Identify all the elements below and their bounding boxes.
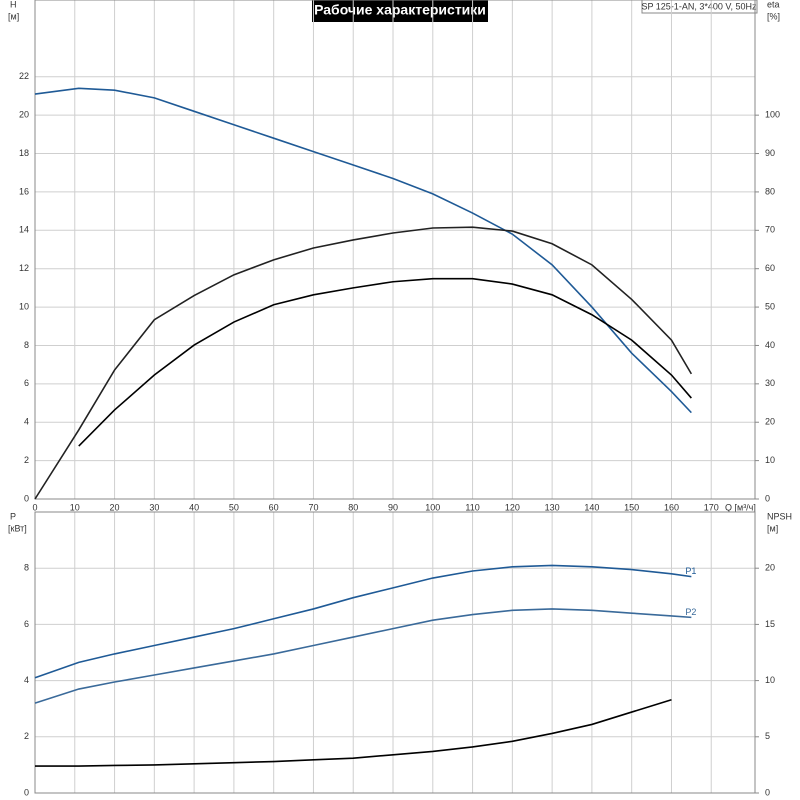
y2-tick-label: 100 bbox=[765, 110, 780, 120]
x-tick-label: 170 bbox=[704, 502, 719, 512]
y2-tick-label: 50 bbox=[765, 301, 775, 311]
y-tick-label: 14 bbox=[19, 225, 29, 235]
x-tick-label: 50 bbox=[229, 502, 239, 512]
plot-frame bbox=[34, 511, 756, 794]
y-tick-label: 0 bbox=[24, 493, 29, 503]
y2-tick-label: 5 bbox=[765, 731, 770, 741]
x-tick-label: 80 bbox=[348, 502, 358, 512]
y-tick-label: 12 bbox=[19, 263, 29, 273]
y2-tick-label: 70 bbox=[765, 225, 775, 235]
title-box bbox=[312, 0, 488, 22]
y-unit: [кВт] bbox=[8, 523, 27, 533]
y-tick-label: 2 bbox=[24, 731, 29, 741]
x-label: Q [м³/ч] bbox=[725, 502, 756, 512]
series-line bbox=[78, 277, 692, 447]
x-tick-label: 150 bbox=[624, 502, 639, 512]
x-tick-label: 10 bbox=[70, 502, 80, 512]
y2-tick-label: 20 bbox=[765, 417, 775, 427]
plot-frame bbox=[34, 0, 756, 500]
x-tick-label: 60 bbox=[269, 502, 279, 512]
series-label: P1 bbox=[685, 566, 696, 576]
x-tick-label: 120 bbox=[505, 502, 520, 512]
y2-tick-label: 20 bbox=[765, 563, 775, 573]
chart-title: Рабочие характеристики bbox=[314, 2, 486, 18]
series-line bbox=[34, 87, 692, 414]
x-tick-label: 70 bbox=[308, 502, 318, 512]
x-tick-label: 100 bbox=[425, 502, 440, 512]
y-tick-label: 4 bbox=[24, 675, 29, 685]
x-tick-label: 90 bbox=[388, 502, 398, 512]
y2-label: NPSH bbox=[767, 511, 792, 521]
series-line bbox=[35, 698, 672, 767]
series-line bbox=[34, 226, 693, 500]
y-tick-label: 6 bbox=[24, 378, 29, 388]
y-tick-label: 8 bbox=[24, 340, 29, 350]
x-tick-label: 30 bbox=[149, 502, 159, 512]
y-tick-label: 16 bbox=[19, 186, 29, 196]
y-tick-label: 2 bbox=[24, 455, 29, 465]
y-unit: [м] bbox=[8, 11, 19, 21]
x-tick-label: 20 bbox=[110, 502, 120, 512]
y2-tick-label: 15 bbox=[765, 619, 775, 629]
series-label: P2 bbox=[685, 607, 696, 617]
y2-label: eta bbox=[767, 0, 780, 9]
y2-tick-label: 30 bbox=[765, 378, 775, 388]
y-tick-label: 0 bbox=[24, 787, 29, 797]
y-tick-label: 10 bbox=[19, 301, 29, 311]
y2-tick-label: 80 bbox=[765, 186, 775, 196]
y2-tick-label: 0 bbox=[765, 787, 770, 797]
y-label: H bbox=[10, 0, 17, 9]
y2-unit: [%] bbox=[767, 11, 780, 21]
info: SP 125-1-AN, 3*400 V, 50Hz bbox=[641, 1, 757, 11]
x-tick-label: 0 bbox=[32, 502, 37, 512]
x-tick-label: 140 bbox=[584, 502, 599, 512]
y-tick-label: 20 bbox=[19, 110, 29, 120]
y2-unit: [м] bbox=[767, 523, 778, 533]
y2-tick-label: 40 bbox=[765, 340, 775, 350]
series-line bbox=[34, 608, 692, 704]
y2-tick-label: 10 bbox=[765, 675, 775, 685]
y-tick-label: 6 bbox=[24, 619, 29, 629]
y-tick-label: 18 bbox=[19, 148, 29, 158]
y2-tick-label: 10 bbox=[765, 455, 775, 465]
x-tick-label: 110 bbox=[465, 502, 479, 512]
y2-tick-label: 90 bbox=[765, 148, 775, 158]
x-tick-label: 40 bbox=[189, 502, 199, 512]
y2-tick-label: 0 bbox=[765, 493, 770, 503]
y2-tick-label: 60 bbox=[765, 263, 775, 273]
y-tick-label: 4 bbox=[24, 417, 29, 427]
info-box bbox=[641, 0, 758, 14]
y-label: P bbox=[10, 511, 16, 521]
x-tick-label: 160 bbox=[664, 502, 679, 512]
x-tick-label: 130 bbox=[545, 502, 560, 512]
series-line bbox=[34, 564, 692, 679]
y-tick-label: 22 bbox=[19, 71, 29, 81]
y-tick-label: 8 bbox=[24, 563, 29, 573]
